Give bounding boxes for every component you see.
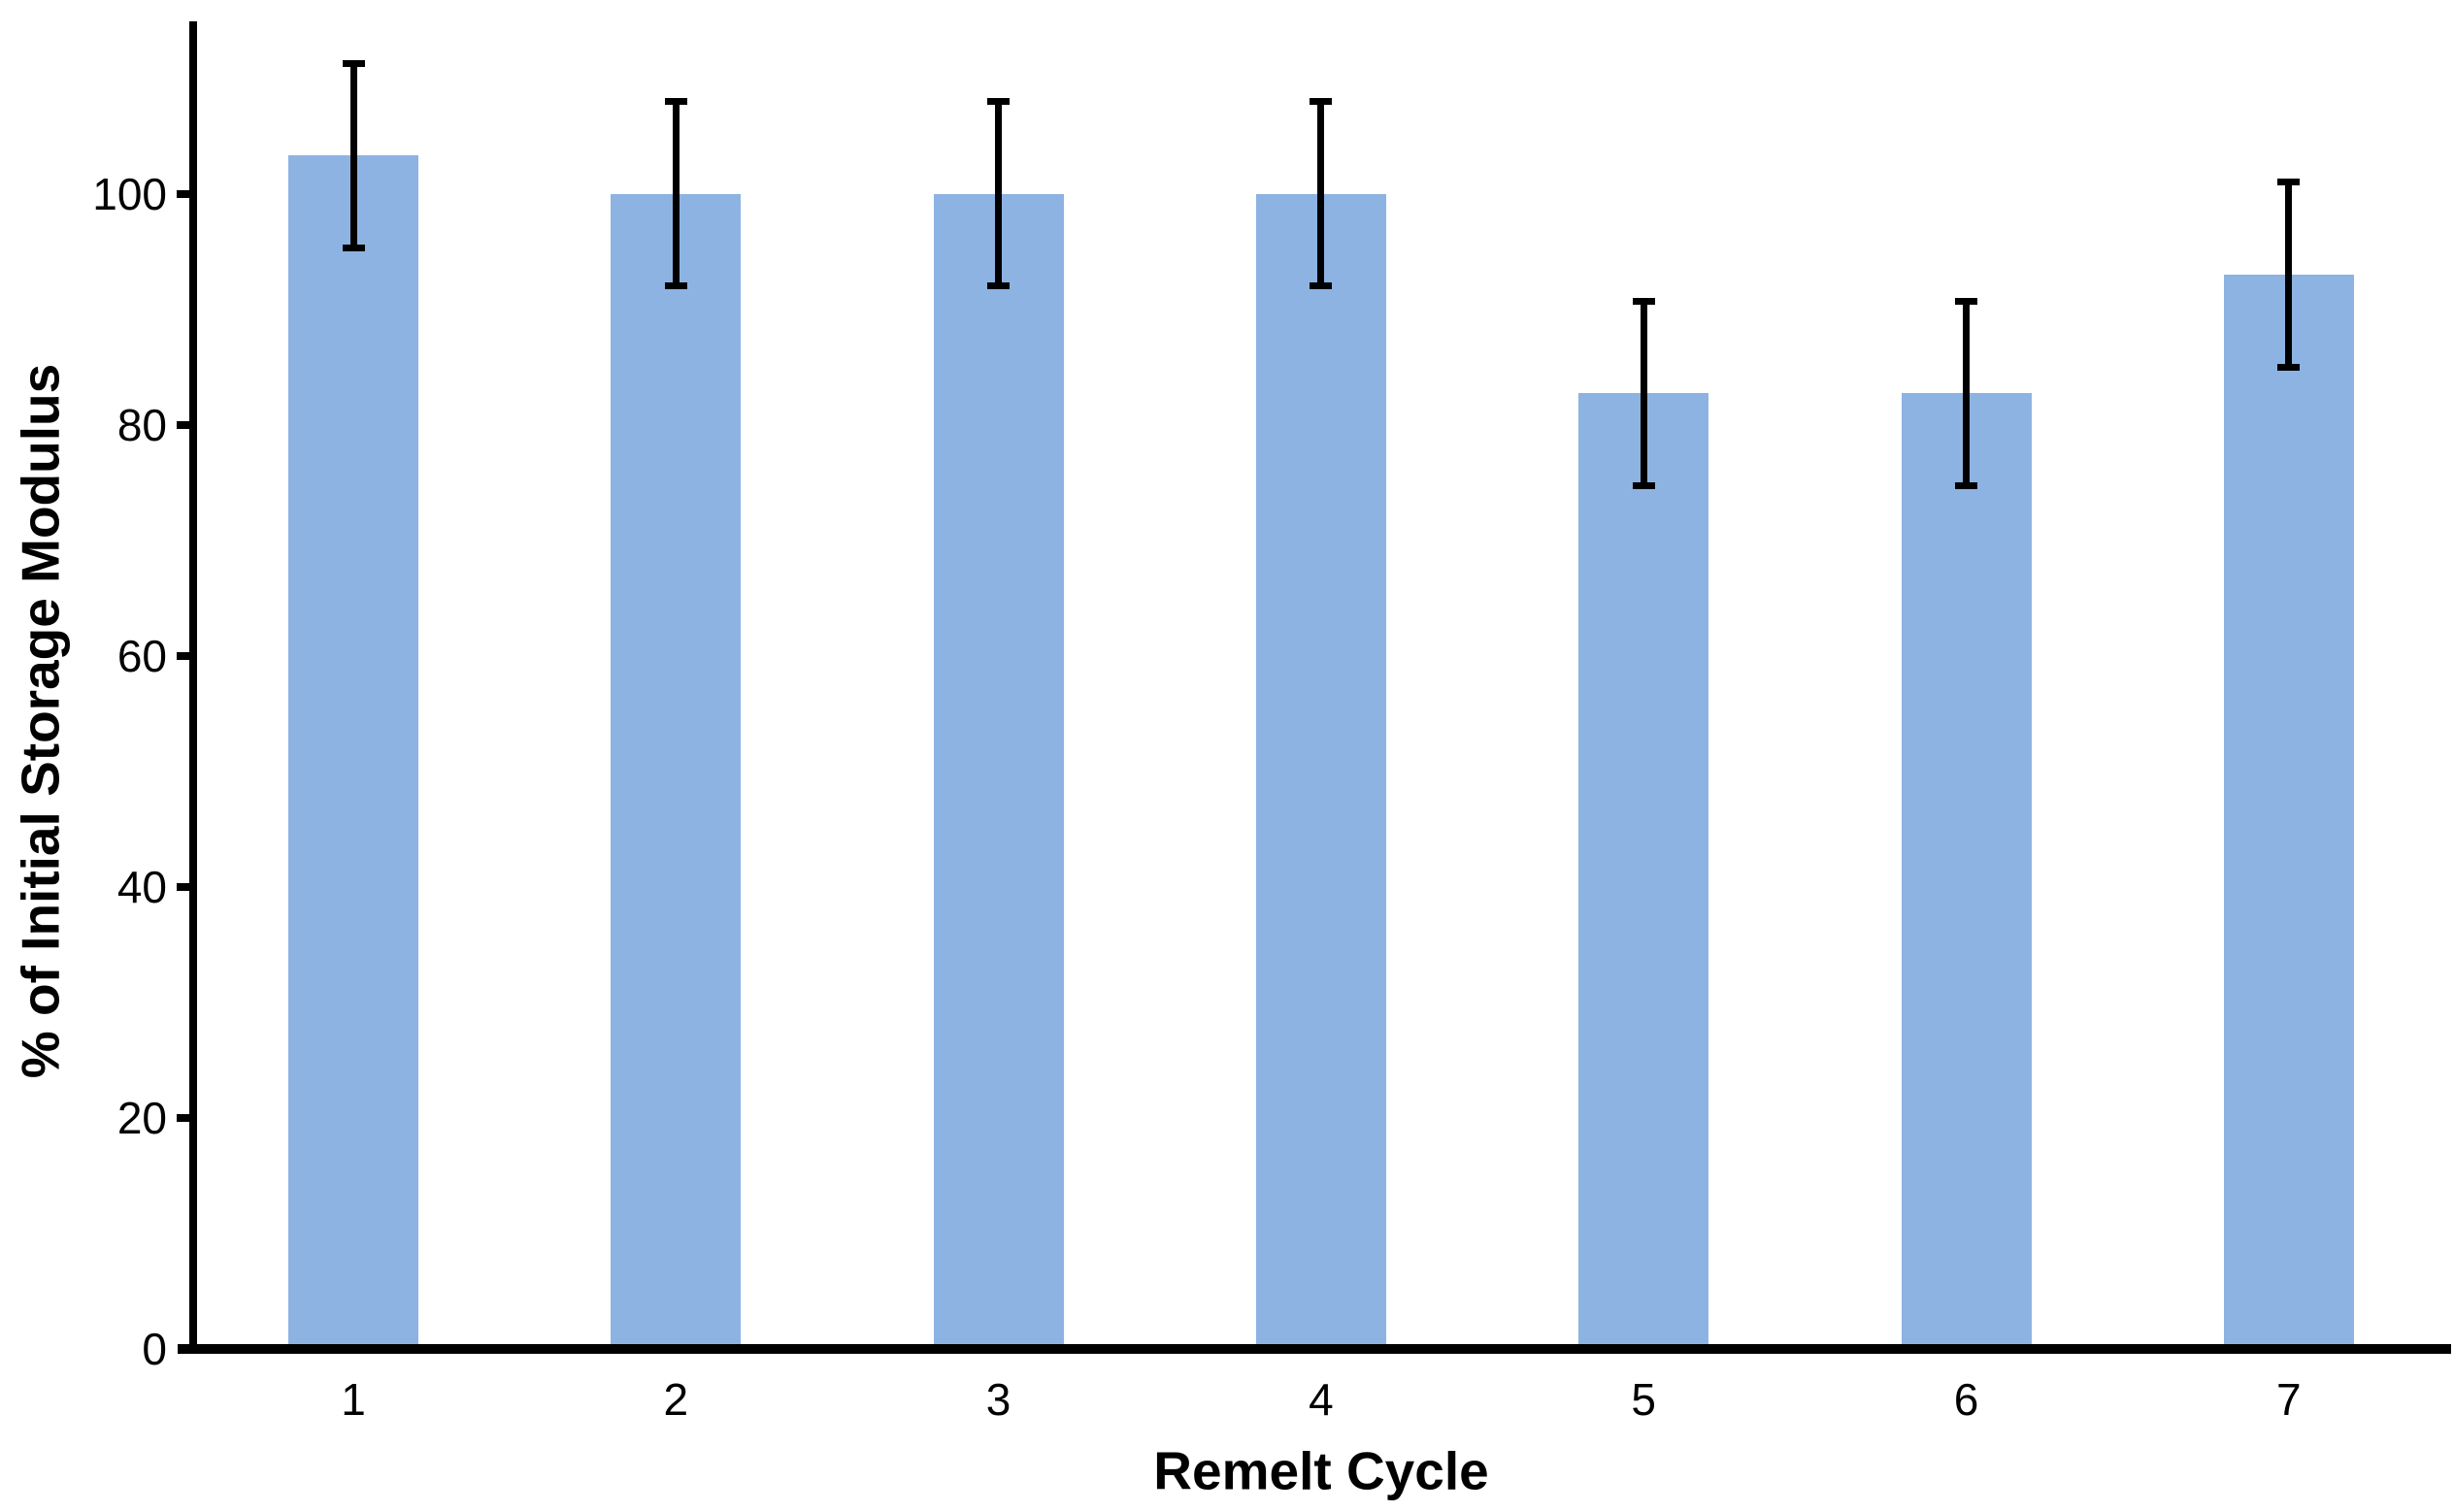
x-axis-title: Remelt Cycle (1153, 1440, 1489, 1501)
y-tick-mark (177, 651, 192, 660)
bar (611, 193, 742, 1349)
x-tick-label: 4 (1309, 1374, 1334, 1425)
error-bar-bottom-cap (1632, 482, 1655, 490)
x-tick-label: 2 (663, 1374, 689, 1425)
error-bar-top-cap (987, 97, 1011, 105)
bar (933, 193, 1064, 1349)
y-tick-mark (177, 420, 192, 429)
x-axis-line (178, 1344, 2451, 1354)
error-bar-top-cap (1310, 97, 1333, 105)
y-tick-mark (177, 1113, 192, 1122)
error-bar-top-cap (664, 97, 687, 105)
error-bar-bottom-cap (1310, 282, 1333, 290)
y-axis-line (189, 21, 197, 1353)
y-tick-mark (177, 189, 192, 198)
bar (288, 155, 418, 1349)
error-bar-line (1963, 301, 1970, 486)
y-tick-label: 20 (116, 1092, 167, 1143)
error-bar-bottom-cap (342, 244, 365, 251)
error-bar-line (1317, 101, 1325, 286)
error-bar-line (1640, 301, 1647, 486)
error-bar-line (2285, 181, 2293, 367)
error-bar-top-cap (2277, 179, 2301, 186)
error-bar-bottom-cap (1955, 482, 1977, 490)
error-bar-bottom-cap (987, 282, 1011, 290)
y-tick-label: 100 (92, 168, 167, 219)
y-tick-label: 60 (116, 630, 167, 681)
y-tick-label: 40 (116, 861, 167, 912)
bar (2223, 274, 2354, 1349)
error-bar-line (672, 101, 680, 286)
y-tick-mark (177, 882, 192, 891)
bar (1578, 393, 1709, 1349)
bar (1255, 193, 1386, 1349)
error-bar-bottom-cap (664, 282, 687, 290)
error-bar-line (349, 63, 357, 248)
error-bar-line (995, 101, 1003, 286)
error-bar-bottom-cap (2277, 363, 2301, 371)
bar (1901, 393, 2032, 1349)
error-bar-top-cap (342, 59, 365, 67)
x-tick-label: 1 (341, 1374, 366, 1425)
error-bar-top-cap (1955, 297, 1977, 305)
x-tick-label: 6 (1953, 1374, 1979, 1425)
x-tick-label: 5 (1631, 1374, 1656, 1425)
y-tick-label: 0 (142, 1323, 167, 1374)
x-tick-label: 7 (2276, 1374, 2302, 1425)
error-bar-top-cap (1632, 297, 1655, 305)
x-tick-label: 3 (985, 1374, 1011, 1425)
y-axis-title: % of Initial Storage Modulus (10, 363, 71, 1079)
y-tick-label: 80 (116, 399, 167, 450)
